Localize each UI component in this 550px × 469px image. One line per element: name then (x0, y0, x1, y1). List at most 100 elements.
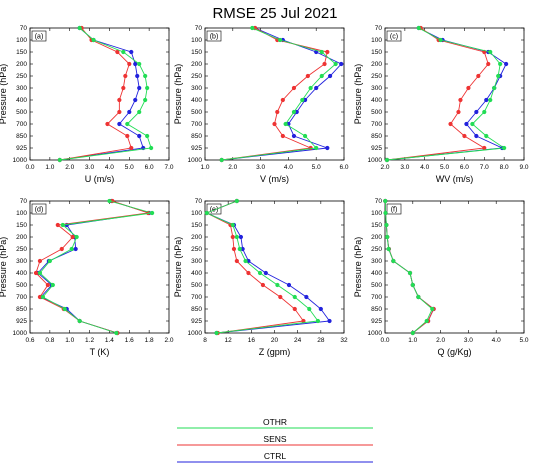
y-tick-label: 300 (191, 258, 202, 265)
y-tick-label: 500 (191, 282, 202, 289)
data-point-sens (280, 133, 285, 139)
series-line-ctrl (59, 27, 144, 161)
data-point-othr (234, 198, 239, 204)
y-tick-label: 70 (195, 198, 203, 205)
data-point-othr (143, 73, 148, 79)
y-tick-label: 700 (191, 121, 202, 128)
y-tick-label: 200 (191, 61, 202, 68)
data-point-othr (219, 157, 224, 163)
data-point-othr (438, 37, 443, 43)
data-point-ctrl (135, 73, 140, 79)
data-point-othr (384, 157, 390, 163)
data-point-sens (125, 133, 130, 139)
data-point-sens (291, 85, 297, 91)
plot-frame (384, 27, 525, 161)
series-line-ctrl (221, 27, 342, 161)
x-tick-label: 0.8 (45, 337, 54, 344)
x-tick-label: 0.6 (25, 337, 34, 344)
y-tick-label: 300 (16, 85, 27, 92)
data-point-ctrl (238, 234, 244, 240)
data-point-sens (308, 145, 313, 151)
y-tick-label: 700 (16, 294, 27, 301)
data-point-othr (410, 282, 415, 288)
x-tick-label: 8.0 (500, 164, 509, 171)
y-tick-label: 250 (16, 73, 27, 80)
y-tick-label: 700 (191, 294, 202, 301)
data-point-othr (391, 258, 396, 264)
x-tick-label: 1.0 (65, 337, 74, 344)
data-point-othr (384, 222, 389, 228)
x-tick-label: 5.0 (440, 164, 449, 171)
x-axis-label: V (m/s) (260, 174, 289, 184)
x-tick-label: 3.0 (85, 164, 94, 171)
data-point-othr (57, 157, 62, 163)
data-point-sens (476, 73, 481, 79)
data-point-othr (107, 198, 112, 204)
plot-frame (204, 27, 345, 161)
y-tick-label: 700 (371, 121, 382, 128)
legend: OTHR SENS CTRL (177, 417, 373, 463)
data-point-sens (325, 49, 330, 55)
y-tick-label: 150 (191, 49, 202, 56)
y-tick-label: 850 (191, 133, 202, 140)
x-tick-label: 3.0 (400, 164, 409, 171)
data-point-sens (105, 121, 110, 127)
y-axis-label: Pressure (hPa) (173, 64, 183, 125)
y-tick-label: 70 (375, 25, 383, 32)
legend-label-othr: OTHR (263, 417, 287, 427)
y-tick-label: 850 (191, 306, 202, 313)
data-point-ctrl (137, 133, 142, 139)
x-axis-label: Z (gpm) (259, 347, 291, 357)
y-tick-label: 100 (371, 210, 382, 217)
y-tick-label: 850 (16, 306, 27, 313)
plot-frame (384, 200, 525, 334)
x-tick-label: 5.0 (312, 164, 321, 171)
panel-tag: (f) (391, 207, 398, 214)
y-tick-label: 100 (371, 37, 382, 44)
x-tick-label: 2.0 (65, 164, 74, 171)
x-tick-label: 3.0 (464, 337, 473, 344)
y-tick-label: 850 (371, 133, 382, 140)
data-point-sens (234, 258, 239, 264)
data-point-othr (204, 210, 209, 216)
data-point-sens (462, 133, 467, 139)
series-line-othr (39, 200, 153, 334)
data-point-sens (121, 85, 126, 91)
data-point-othr (283, 121, 288, 127)
series-line-othr (59, 27, 152, 161)
series-line-sens (35, 200, 149, 334)
x-tick-label: 24 (294, 337, 302, 344)
x-tick-label: 1.2 (85, 337, 94, 344)
data-point-othr (385, 234, 390, 240)
data-point-sens (37, 258, 43, 264)
data-point-othr (383, 198, 388, 204)
data-point-ctrl (286, 282, 292, 288)
x-tick-label: 4.0 (492, 337, 501, 344)
y-axis-label: Pressure (hPa) (353, 237, 363, 298)
series-line-othr (384, 200, 433, 334)
data-point-othr (114, 330, 119, 336)
x-tick-label: 6.0 (460, 164, 469, 171)
data-point-ctrl (137, 85, 142, 91)
y-tick-label: 400 (16, 270, 27, 277)
data-point-othr (145, 133, 150, 139)
y-tick-label: 925 (16, 318, 27, 325)
panel-tag-box (386, 30, 402, 42)
data-point-sens (466, 85, 471, 91)
data-point-othr (74, 234, 79, 240)
y-tick-label: 850 (371, 306, 382, 313)
data-point-othr (424, 318, 429, 324)
data-point-sens (45, 282, 50, 288)
data-point-othr (234, 234, 239, 240)
y-tick-label: 250 (191, 246, 202, 253)
x-tick-label: 1.8 (145, 337, 154, 344)
data-point-othr (302, 133, 308, 139)
panel-tag: (c) (390, 34, 398, 41)
y-axis-label: Pressure (hPa) (353, 64, 363, 125)
data-point-othr (498, 61, 503, 67)
data-point-ctrl (304, 294, 309, 300)
